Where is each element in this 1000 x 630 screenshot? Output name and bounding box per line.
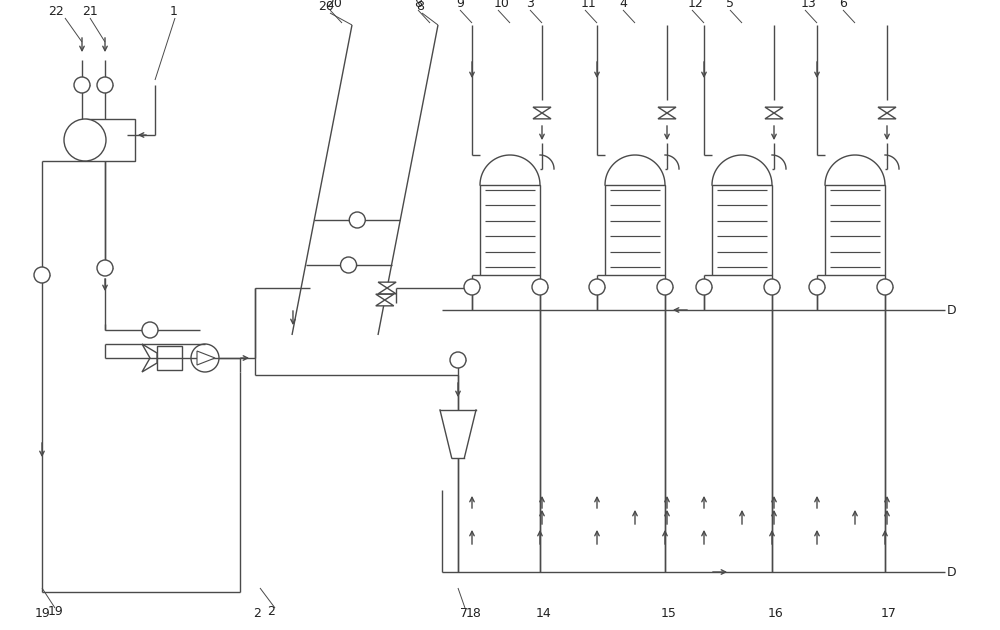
Text: 11: 11 — [581, 0, 597, 10]
Text: 7: 7 — [460, 607, 468, 620]
Polygon shape — [878, 107, 896, 113]
Text: 9: 9 — [456, 0, 464, 10]
Text: 5: 5 — [726, 0, 734, 10]
Circle shape — [696, 279, 712, 295]
Circle shape — [64, 119, 106, 161]
Text: 13: 13 — [801, 0, 817, 10]
Circle shape — [657, 279, 673, 295]
Text: 6: 6 — [839, 0, 847, 10]
Polygon shape — [378, 282, 396, 288]
Text: 20: 20 — [318, 0, 334, 13]
Text: D: D — [947, 304, 957, 317]
Polygon shape — [658, 107, 676, 113]
Bar — [480, 185, 540, 275]
Bar — [157, 346, 182, 370]
Circle shape — [877, 279, 893, 295]
Bar — [825, 185, 885, 275]
Text: D: D — [947, 566, 957, 579]
Circle shape — [34, 267, 50, 283]
Text: 14: 14 — [536, 607, 552, 620]
Polygon shape — [658, 113, 676, 119]
Text: 8: 8 — [414, 0, 422, 10]
Text: 2: 2 — [253, 607, 261, 620]
Text: 4: 4 — [619, 0, 627, 10]
Bar — [85, 119, 135, 161]
Text: 15: 15 — [661, 607, 677, 620]
Polygon shape — [376, 300, 394, 306]
Text: 17: 17 — [881, 607, 897, 620]
Text: 20: 20 — [326, 0, 342, 10]
Polygon shape — [533, 107, 551, 113]
Text: 3: 3 — [526, 0, 534, 10]
Circle shape — [74, 77, 90, 93]
Bar — [712, 185, 772, 275]
Text: 19: 19 — [35, 607, 51, 620]
Text: 1: 1 — [170, 5, 178, 18]
Circle shape — [97, 77, 113, 93]
Bar — [605, 185, 665, 275]
Text: 12: 12 — [688, 0, 704, 10]
Circle shape — [809, 279, 825, 295]
Circle shape — [97, 260, 113, 276]
Text: 22: 22 — [48, 5, 64, 18]
Text: 16: 16 — [768, 607, 784, 620]
Circle shape — [341, 257, 357, 273]
Circle shape — [464, 279, 480, 295]
Text: 21: 21 — [82, 5, 98, 18]
Polygon shape — [765, 113, 783, 119]
Text: 10: 10 — [494, 0, 510, 10]
Circle shape — [142, 322, 158, 338]
Text: 8: 8 — [416, 0, 424, 13]
Circle shape — [532, 279, 548, 295]
Circle shape — [349, 212, 365, 228]
Polygon shape — [533, 113, 551, 119]
Text: 2: 2 — [267, 605, 275, 618]
Polygon shape — [197, 351, 215, 365]
Text: 19: 19 — [48, 605, 64, 618]
Circle shape — [764, 279, 780, 295]
Polygon shape — [142, 344, 157, 372]
Text: 18: 18 — [466, 607, 482, 620]
Polygon shape — [878, 113, 896, 119]
Polygon shape — [378, 288, 396, 294]
Circle shape — [450, 352, 466, 368]
Circle shape — [589, 279, 605, 295]
Polygon shape — [376, 294, 394, 300]
Circle shape — [191, 344, 219, 372]
Polygon shape — [765, 107, 783, 113]
